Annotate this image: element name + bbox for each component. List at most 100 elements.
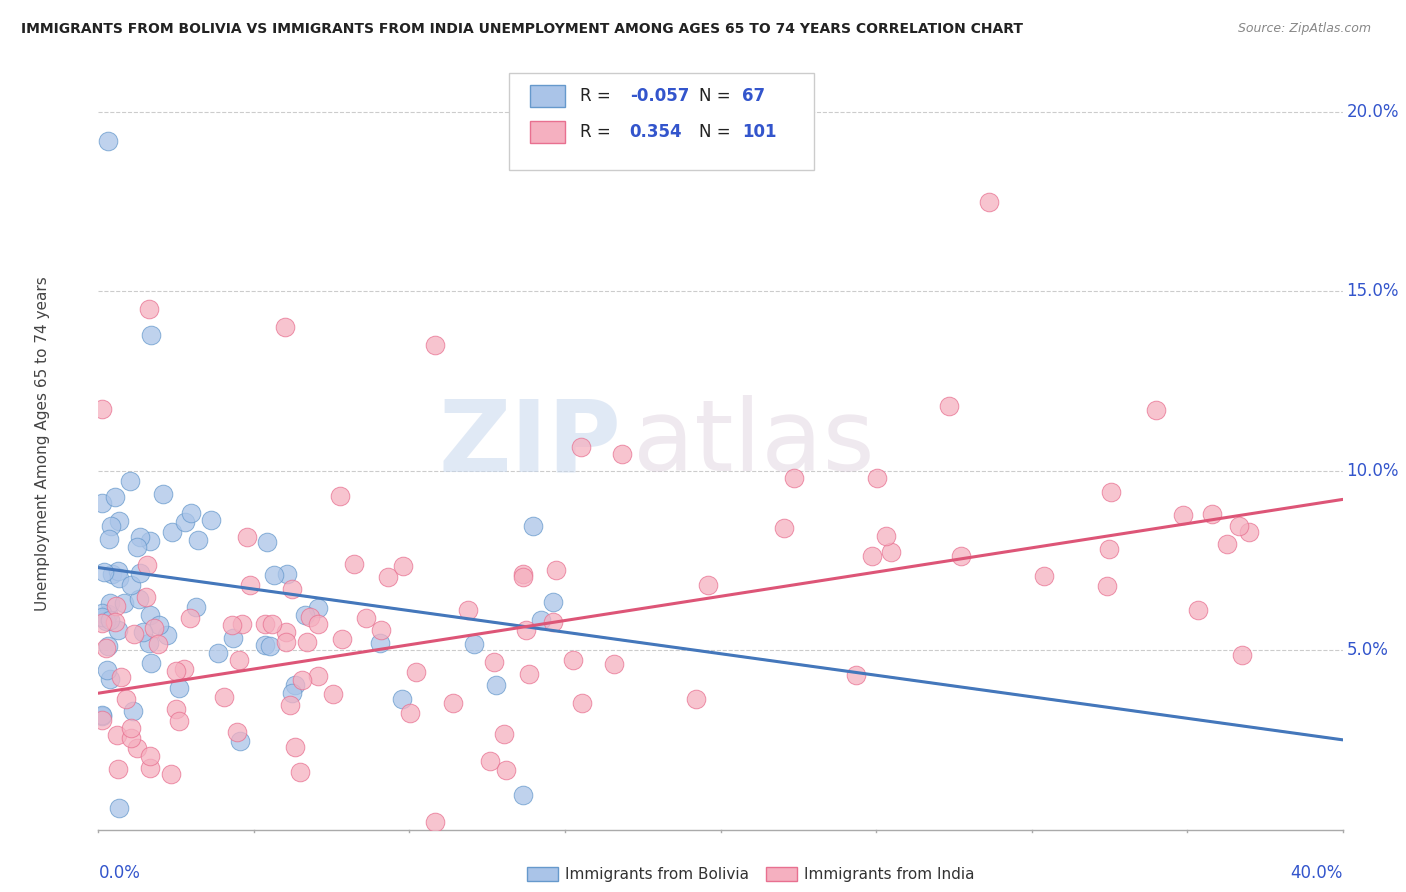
Point [544, 563, 567, 577]
Point [612, 447, 634, 461]
Point [938, 399, 960, 413]
Point [229, 734, 252, 748]
Text: -0.057: -0.057 [630, 87, 689, 104]
Point [571, 696, 593, 710]
Text: 101: 101 [742, 123, 776, 141]
Point [139, 761, 162, 775]
Point [1171, 508, 1194, 523]
Point [281, 685, 304, 699]
Point [128, 566, 150, 580]
Point [125, 740, 148, 755]
FancyBboxPatch shape [509, 73, 814, 169]
Point [93, 565, 115, 579]
Point [115, 691, 138, 706]
Text: Immigrants from Bolivia: Immigrants from Bolivia [565, 867, 749, 881]
Point [370, 624, 392, 638]
FancyBboxPatch shape [530, 85, 565, 106]
Point [343, 557, 366, 571]
Point [295, 635, 318, 649]
Point [1187, 603, 1209, 617]
Point [274, 625, 297, 640]
Point [187, 533, 209, 547]
Point [212, 690, 235, 705]
Text: 15.0%: 15.0% [1347, 282, 1399, 301]
Point [307, 617, 329, 632]
Point [377, 570, 399, 584]
Point [512, 788, 534, 802]
Point [495, 764, 517, 778]
Point [97, 532, 120, 546]
Point [391, 691, 413, 706]
Point [697, 578, 720, 592]
Point [561, 652, 583, 666]
Point [515, 623, 537, 637]
Point [108, 801, 131, 815]
Point [107, 571, 129, 585]
Point [529, 613, 551, 627]
Point [862, 549, 884, 563]
Point [1239, 524, 1261, 539]
FancyBboxPatch shape [530, 121, 565, 143]
Point [1201, 507, 1223, 521]
Point [1099, 484, 1122, 499]
Point [105, 728, 128, 742]
Point [112, 597, 135, 611]
Point [98, 596, 121, 610]
Point [512, 566, 534, 581]
Text: Unemployment Among Ages 65 to 74 years: Unemployment Among Ages 65 to 74 years [35, 277, 51, 611]
Point [298, 610, 321, 624]
Point [228, 653, 250, 667]
Text: atlas: atlas [634, 395, 875, 492]
Point [276, 567, 298, 582]
Point [94, 615, 117, 629]
Point [152, 487, 174, 501]
Point [148, 618, 170, 632]
Point [1230, 648, 1253, 662]
Point [107, 623, 129, 637]
Point [226, 724, 249, 739]
Point [221, 618, 243, 632]
Point [866, 471, 889, 485]
Text: N =: N = [699, 87, 737, 104]
Point [97, 607, 120, 621]
Point [254, 617, 277, 632]
Point [281, 582, 304, 596]
Point [97, 640, 120, 654]
Point [484, 655, 506, 669]
Point [139, 657, 162, 671]
Point [96, 640, 118, 655]
Point [405, 665, 427, 680]
Point [107, 514, 129, 528]
Point [782, 471, 804, 485]
Point [307, 601, 329, 615]
Point [879, 545, 901, 559]
Text: ZIP: ZIP [439, 395, 621, 492]
Point [90, 713, 112, 727]
Point [479, 754, 502, 768]
Point [423, 815, 446, 830]
Text: Immigrants from India: Immigrants from India [804, 867, 974, 881]
Point [167, 714, 190, 728]
Point [274, 320, 297, 334]
Text: 67: 67 [742, 87, 765, 104]
Point [485, 678, 508, 692]
Point [200, 513, 222, 527]
Text: 20.0%: 20.0% [1347, 103, 1399, 120]
Point [120, 721, 142, 735]
Point [291, 673, 314, 687]
Point [284, 739, 307, 754]
Point [441, 696, 464, 710]
Point [284, 678, 307, 692]
Point [845, 668, 868, 682]
Point [307, 669, 329, 683]
Point [522, 518, 544, 533]
Point [259, 640, 281, 654]
Point [105, 599, 128, 613]
Point [1216, 537, 1239, 551]
Point [1095, 578, 1118, 592]
Text: 0.0%: 0.0% [98, 864, 141, 882]
Point [120, 731, 142, 745]
Point [135, 591, 157, 605]
Point [138, 534, 160, 549]
Point [165, 702, 187, 716]
